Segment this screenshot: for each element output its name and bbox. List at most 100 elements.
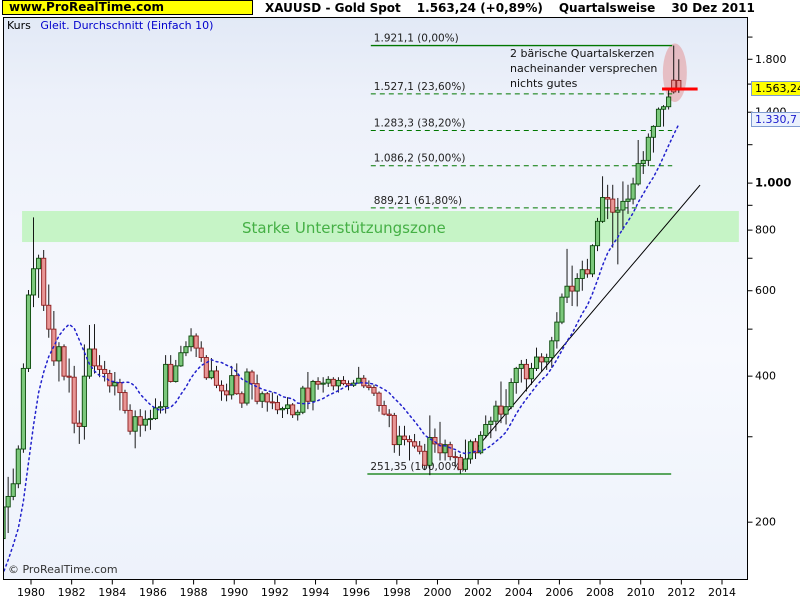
x-axis-tick-label: 2000 xyxy=(423,586,451,599)
candle-body xyxy=(279,408,286,411)
candle-body xyxy=(254,383,260,402)
candle-body xyxy=(152,407,159,420)
candle-body xyxy=(437,443,443,454)
candle-body xyxy=(635,163,641,185)
candle-body xyxy=(208,370,214,379)
candle-body xyxy=(264,393,270,403)
candle-body xyxy=(666,96,672,108)
candle-body xyxy=(10,483,16,497)
fib-level-label: 889,21 (61,80%) xyxy=(374,195,462,207)
candle-body xyxy=(518,363,524,369)
timeframe-label: Quartalsweise xyxy=(558,1,656,15)
candle-body xyxy=(620,200,626,211)
candle-body xyxy=(239,393,245,404)
last-price-and-change: 1.563,24 (+0,89%) xyxy=(416,1,543,15)
candle-body xyxy=(178,352,184,367)
candle-body xyxy=(493,405,499,422)
candle-body xyxy=(589,245,595,275)
candle-body xyxy=(4,506,6,540)
candle-body xyxy=(406,439,413,443)
x-axis-tick-label: 2002 xyxy=(464,586,492,599)
ma-line xyxy=(4,123,680,574)
candle-body xyxy=(594,220,601,247)
candle-body xyxy=(442,444,448,454)
candle-body xyxy=(132,416,138,432)
candle-body xyxy=(508,382,514,408)
candle-body xyxy=(559,296,565,323)
candle-body xyxy=(142,418,148,426)
legend-price-label[interactable]: Kurs xyxy=(7,19,31,32)
candle-body xyxy=(478,434,484,454)
candle-body xyxy=(41,257,47,306)
candle-body xyxy=(671,79,677,93)
x-axis-tick-label: 2006 xyxy=(545,586,573,599)
y-axis-tick-label: 1.000 xyxy=(755,176,791,190)
fib-level-label: 1.283,3 (38,20%) xyxy=(374,118,466,130)
candle-body xyxy=(315,381,321,385)
y-axis-tick-label: 200 xyxy=(755,516,776,529)
fib-level-label: 1.527,1 (23,60%) xyxy=(374,81,466,93)
candle-body xyxy=(198,347,204,358)
candle-body xyxy=(137,416,143,426)
candle-body xyxy=(381,405,387,415)
candle-body xyxy=(432,437,438,445)
x-axis-tick-label: 1984 xyxy=(98,586,126,599)
x-axis-tick-label: 1980 xyxy=(17,586,45,599)
candle-body xyxy=(173,365,179,382)
candle-body xyxy=(371,387,377,394)
fib-level-label: 1.086,2 (50,00%) xyxy=(374,153,466,165)
x-axis-tick-label: 1982 xyxy=(58,586,86,599)
x-axis-tick-label: 2004 xyxy=(505,586,533,599)
candle-body xyxy=(574,278,580,292)
candle-body xyxy=(661,106,667,110)
candle-body xyxy=(533,356,540,369)
symbol-title: XAUUSD - Gold Spot xyxy=(265,1,401,15)
price-candles xyxy=(4,45,682,540)
candle-body xyxy=(457,456,463,470)
y-axis-tick-label: 1.800 xyxy=(755,53,787,66)
last-price-tag: 1.563,24 xyxy=(751,81,800,96)
candle-body xyxy=(188,335,194,348)
bearish-candles-annotation: 2 bärische Quartalskerzen nacheinander v… xyxy=(510,46,657,91)
candle-body xyxy=(244,371,250,404)
candle-body xyxy=(462,458,468,470)
candle-body xyxy=(15,448,21,485)
plot-border xyxy=(3,17,748,580)
candle-body xyxy=(224,390,230,396)
candle-body xyxy=(168,363,174,382)
support-zone-label: Starke Unterstützungszone xyxy=(242,219,446,237)
candle-body xyxy=(127,409,133,432)
candle-body xyxy=(528,367,535,380)
candle-body xyxy=(640,159,646,165)
candle-body xyxy=(81,375,87,427)
candle-body xyxy=(483,424,489,436)
x-axis-tick-label: 1986 xyxy=(139,586,167,599)
fib-level-label: 251,35 (100,00%) xyxy=(370,461,465,473)
candle-body xyxy=(203,357,209,379)
copyright-watermark: © ProRealTime.com xyxy=(8,563,118,576)
candle-body xyxy=(102,368,108,374)
candle-body xyxy=(229,375,235,396)
candle-body xyxy=(51,328,57,362)
candle-body xyxy=(539,356,545,363)
brand-logo[interactable]: www.ProRealTime.com xyxy=(2,0,253,15)
candle-body xyxy=(396,435,402,446)
candle-body xyxy=(20,367,26,450)
candle-body xyxy=(158,406,164,409)
highlight-ellipse xyxy=(662,43,687,102)
candle-body xyxy=(259,393,265,402)
fib-level-label: 1.921,1 (0,00%) xyxy=(374,33,459,45)
candle-body xyxy=(183,346,189,354)
candle-body xyxy=(335,379,341,387)
y-axis-tick-label: 800 xyxy=(755,224,776,237)
candle-body xyxy=(112,382,118,387)
chart-legend: Kurs Gleit. Durchschnitt (Einfach 10) xyxy=(7,19,213,32)
candle-body xyxy=(376,392,382,406)
candle-body xyxy=(249,371,255,385)
candle-body xyxy=(650,125,656,138)
legend-ma-label[interactable]: Gleit. Durchschnitt (Einfach 10) xyxy=(40,19,214,32)
candle-body xyxy=(193,335,199,349)
annotation-line-2: nacheinander versprechen xyxy=(510,62,658,75)
